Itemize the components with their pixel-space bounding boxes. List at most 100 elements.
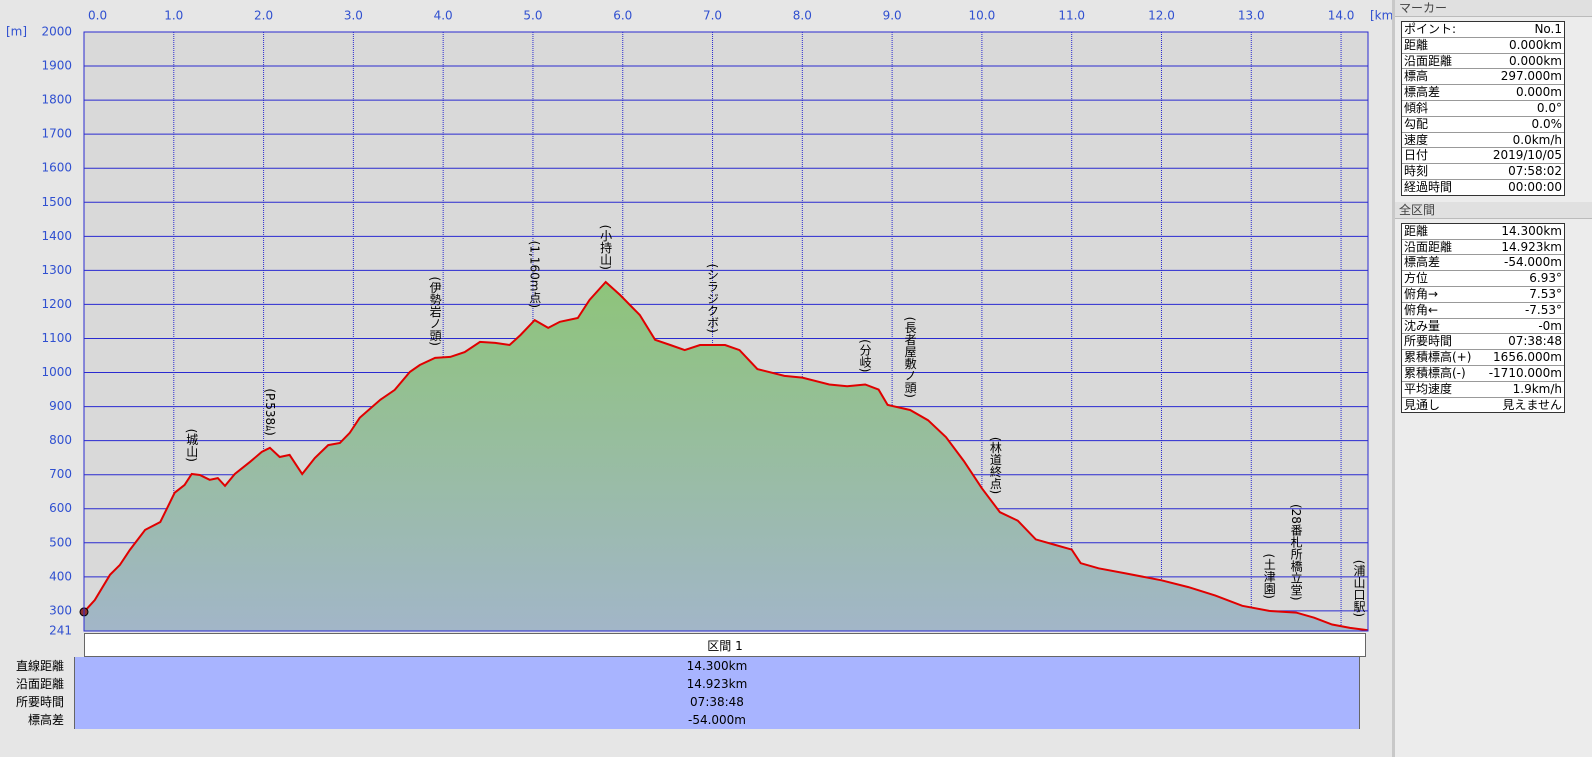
x-tick-label: 5.0 bbox=[523, 9, 542, 23]
x-tick-label: 1.0 bbox=[164, 9, 183, 23]
plot-area bbox=[83, 31, 1369, 632]
panel-value: -0m bbox=[1538, 318, 1562, 333]
annotation: (土津園) bbox=[1262, 554, 1276, 599]
y-tick-label: 500 bbox=[49, 535, 72, 549]
panel-row: 標高差 0.000m bbox=[1402, 85, 1564, 101]
section-row: 所要時間 07:38:48 bbox=[0, 693, 1368, 711]
panel-value: -7.53° bbox=[1524, 302, 1562, 317]
annotation: (浦山口駅) bbox=[1352, 560, 1366, 617]
panel-label: 標高差 bbox=[1404, 255, 1441, 270]
panel-value: 14.923km bbox=[1501, 239, 1562, 254]
panel-label: 距離 bbox=[1404, 223, 1429, 238]
y-tick-label: 1700 bbox=[41, 127, 72, 141]
y-tick-label: 600 bbox=[49, 501, 72, 515]
panel-value: 1656.000m bbox=[1493, 350, 1562, 365]
panel-value: 6.93° bbox=[1529, 271, 1562, 286]
panel-label: 俯角← bbox=[1404, 302, 1439, 317]
side-panel: マーカー ポイント: No.1 距離 0.000km 沿面距離 0.000km 標高 297.… bbox=[1392, 0, 1592, 757]
panel-value: 0.000m bbox=[1515, 85, 1562, 100]
panel-row: 勾配 0.0% bbox=[1402, 117, 1564, 133]
panel-label: 距離 bbox=[1404, 37, 1429, 52]
panel-row: 見通し 見えません bbox=[1402, 398, 1564, 413]
panel-row: 俯角→ 7.53° bbox=[1402, 287, 1564, 303]
y-tick-label: 300 bbox=[49, 603, 72, 617]
annotation: (シラジクボ) bbox=[706, 264, 720, 333]
panel-label: 累積標高(-) bbox=[1404, 365, 1466, 380]
panel-row: 標高 297.000m bbox=[1402, 69, 1564, 86]
panel-value: 0.0° bbox=[1536, 100, 1562, 115]
section-label: 所要時間 bbox=[15, 695, 64, 709]
y-tick-label: 1400 bbox=[41, 229, 72, 243]
x-tick-label: 2.0 bbox=[254, 9, 273, 23]
annotation: (城山) bbox=[185, 429, 199, 462]
section-value: 07:38:48 bbox=[74, 693, 1360, 711]
section-label: 直線距離 bbox=[15, 659, 64, 673]
panel-row: 沈み量 -0m bbox=[1402, 319, 1564, 335]
panel-value: 00:00:00 bbox=[1508, 179, 1562, 194]
x-tick-label: 0.0 bbox=[88, 9, 107, 23]
panel-label: 俯角→ bbox=[1404, 286, 1439, 301]
panel-row: 距離 14.300km bbox=[1402, 224, 1564, 240]
panel-row: 方位 6.93° bbox=[1402, 271, 1564, 287]
x-tick-label: 9.0 bbox=[883, 9, 902, 23]
marker-title: マーカー bbox=[1395, 0, 1592, 17]
chart: [m] [km] 241 300 400 500 600 700 800 900 1000 110… bbox=[6, 9, 1392, 638]
y-tick-label: 1900 bbox=[41, 59, 72, 73]
x-tick-label: 4.0 bbox=[434, 9, 453, 23]
panel-value: 7.53° bbox=[1529, 286, 1562, 301]
panel-row: 経過時間 00:00:00 bbox=[1402, 180, 1564, 195]
panel-label: 累積標高(+) bbox=[1404, 350, 1472, 365]
section-header-row: 区間 1 bbox=[0, 633, 1368, 657]
panel-row: ポイント: No.1 bbox=[1402, 22, 1564, 38]
panel-row: 累積標高(-) -1710.000m bbox=[1402, 366, 1564, 382]
annotation: (小持山) bbox=[599, 225, 613, 270]
y-unit: [m] bbox=[6, 25, 27, 39]
section-value: 14.300km bbox=[74, 657, 1360, 675]
panel-label: ポイント: bbox=[1404, 22, 1457, 36]
panel-label: 所要時間 bbox=[1404, 334, 1453, 349]
panel-value: 0.0km/h bbox=[1512, 132, 1562, 147]
x-tick-label: 7.0 bbox=[703, 9, 722, 23]
panel-row: 距離 0.000km bbox=[1402, 38, 1564, 54]
panel-row: 傾斜 0.0° bbox=[1402, 101, 1564, 117]
panel-row: 累積標高(+) 1656.000m bbox=[1402, 350, 1564, 366]
y-tick-label: 700 bbox=[49, 467, 72, 481]
panel-value: 0.000km bbox=[1509, 53, 1562, 68]
y-tick-label: 1800 bbox=[41, 93, 72, 107]
annotation: (P.538ﾑ) bbox=[263, 388, 277, 435]
panel-label: 標高 bbox=[1404, 69, 1429, 84]
panel-row: 俯角← -7.53° bbox=[1402, 303, 1564, 319]
section-table: 区間 1 直線距離 14.300km 沿面距離 14.923km 所要時間 07:38:4… bbox=[0, 633, 1368, 729]
panel-label: 沈み量 bbox=[1404, 318, 1441, 333]
panel-value: 07:38:48 bbox=[1508, 334, 1562, 349]
y-tick-label: 1300 bbox=[41, 263, 72, 277]
section-row: 直線距離 14.300km bbox=[0, 657, 1368, 675]
panel-label: 方位 bbox=[1404, 271, 1429, 286]
y-tick-label: 1100 bbox=[41, 331, 72, 345]
panel-label: 勾配 bbox=[1404, 116, 1429, 131]
section-label: 沿面距離 bbox=[15, 677, 64, 691]
panel-row: 平均速度 1.9km/h bbox=[1402, 382, 1564, 398]
x-tick-label: 14.0 bbox=[1328, 9, 1355, 23]
panel-value: 07:58:02 bbox=[1508, 164, 1562, 179]
line bbox=[83, 280, 1369, 632]
annotation: (分岐) bbox=[858, 339, 872, 372]
area bbox=[84, 282, 1368, 631]
section-row: 沿面距離 14.923km bbox=[0, 675, 1368, 693]
y-tick-label: 800 bbox=[49, 433, 72, 447]
section-label: 標高差 bbox=[27, 713, 64, 727]
annotation: (長者屋敷ノ頭) bbox=[903, 317, 917, 398]
section-value: 14.923km bbox=[74, 675, 1360, 693]
panel-value: 2019/10/05 bbox=[1492, 148, 1562, 163]
panel-label: 傾斜 bbox=[1404, 100, 1429, 115]
y-tick-label: 1000 bbox=[41, 365, 72, 379]
annotation: (林道終点) bbox=[988, 437, 1002, 494]
panel-row: 速度 0.0km/h bbox=[1402, 133, 1564, 149]
panel-label: 沿面距離 bbox=[1404, 239, 1453, 254]
section-header: 区間 1 bbox=[84, 633, 1366, 657]
total-table: 距離 14.300km 沿面距離 14.923km 標高差 -54.000m 方位 6.93°… bbox=[1401, 222, 1565, 414]
panel-value: 見えません bbox=[1502, 397, 1562, 412]
y-tick-label: 1200 bbox=[41, 297, 72, 311]
annotation: (28番札所橋立堂) bbox=[1289, 504, 1303, 601]
